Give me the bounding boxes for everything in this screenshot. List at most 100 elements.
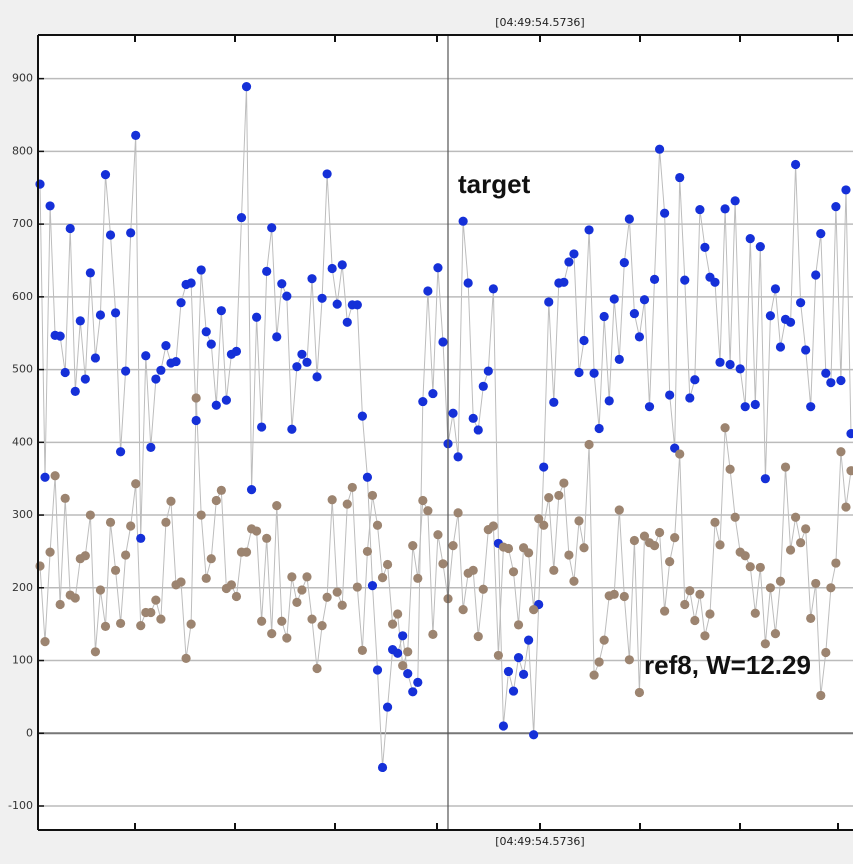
data-point: [121, 366, 131, 376]
data-point: [362, 472, 373, 482]
data-point: [352, 582, 362, 592]
data-point: [675, 449, 685, 459]
data-point: [619, 591, 629, 602]
data-point: [201, 327, 211, 337]
data-point: [478, 584, 488, 594]
data-point: [544, 492, 554, 503]
data-point: [257, 422, 267, 432]
data-point: [594, 657, 604, 667]
data-point: [151, 595, 161, 605]
data-point: [80, 551, 90, 561]
data-point: [110, 565, 121, 575]
data-point: [161, 340, 171, 351]
data-point: [312, 372, 322, 382]
data-point: [760, 474, 770, 484]
data-point: [438, 559, 448, 569]
data-point: [262, 533, 272, 543]
data-point: [95, 585, 106, 595]
data-point: [695, 204, 705, 215]
data-point: [529, 605, 539, 615]
data-point: [352, 300, 362, 310]
data-point: [680, 275, 690, 285]
data-point: [95, 310, 106, 320]
data-point: [498, 721, 509, 731]
data-point: [740, 551, 750, 561]
data-point: [418, 495, 428, 506]
data-point: [292, 597, 302, 607]
data-point: [307, 614, 317, 624]
data-point: [226, 580, 237, 590]
data-point: [554, 490, 564, 501]
data-point: [654, 527, 665, 538]
data-point: [715, 357, 725, 367]
data-point: [518, 669, 529, 679]
plot-frame: [37, 34, 853, 831]
data-point: [196, 265, 206, 275]
data-point: [136, 621, 146, 631]
data-point: [60, 493, 70, 503]
data-point: [700, 242, 710, 252]
data-point: [503, 666, 514, 677]
data-point: [685, 586, 695, 596]
data-point: [100, 170, 111, 180]
data-point: [841, 185, 851, 195]
data-point: [574, 367, 584, 378]
data-point: [236, 212, 247, 223]
data-point: [790, 159, 801, 170]
y-tick-label: 500: [12, 363, 33, 376]
data-point: [287, 424, 297, 434]
data-point: [801, 345, 811, 355]
data-point: [252, 526, 262, 536]
data-point: [539, 462, 549, 472]
data-point: [357, 411, 367, 421]
data-point: [272, 500, 282, 511]
data-point: [156, 614, 166, 624]
data-point: [156, 365, 166, 375]
data-point: [629, 308, 639, 319]
data-point: [654, 144, 665, 154]
data-point: [730, 196, 740, 206]
data-point: [468, 565, 478, 575]
data-point: [297, 585, 307, 595]
data-point: [45, 201, 55, 211]
data-point: [302, 357, 312, 367]
data-point: [846, 428, 853, 439]
data-point: [40, 637, 50, 647]
y-tick-label: -100: [8, 799, 33, 812]
data-point: [231, 346, 242, 356]
data-point: [211, 495, 221, 506]
data-point: [488, 521, 498, 531]
y-tick-label: 200: [12, 581, 33, 594]
data-point: [569, 576, 579, 586]
data-point: [448, 408, 458, 418]
data-point: [720, 423, 730, 433]
data-point: [398, 661, 408, 671]
data-point: [796, 538, 806, 548]
data-point: [186, 278, 196, 288]
data-point: [594, 423, 604, 434]
data-point: [785, 545, 796, 555]
data-point: [811, 578, 821, 589]
data-point: [539, 520, 549, 530]
data-point: [377, 573, 388, 583]
data-point: [382, 559, 393, 570]
data-point: [604, 396, 614, 406]
data-point: [272, 332, 282, 342]
data-point: [45, 547, 55, 557]
data-point: [599, 635, 609, 645]
data-point: [619, 258, 629, 268]
data-point: [846, 466, 853, 476]
data-point: [529, 730, 539, 740]
data-point: [297, 349, 307, 359]
data-point: [544, 297, 554, 307]
data-point: [665, 557, 675, 567]
data-point: [448, 541, 458, 551]
data-point: [685, 393, 695, 403]
data-point: [327, 495, 337, 505]
data-point: [649, 541, 660, 551]
data-point: [524, 548, 534, 558]
data-point: [508, 686, 519, 696]
data-point: [660, 208, 670, 218]
data-point: [765, 583, 776, 593]
data-point: [342, 317, 352, 327]
